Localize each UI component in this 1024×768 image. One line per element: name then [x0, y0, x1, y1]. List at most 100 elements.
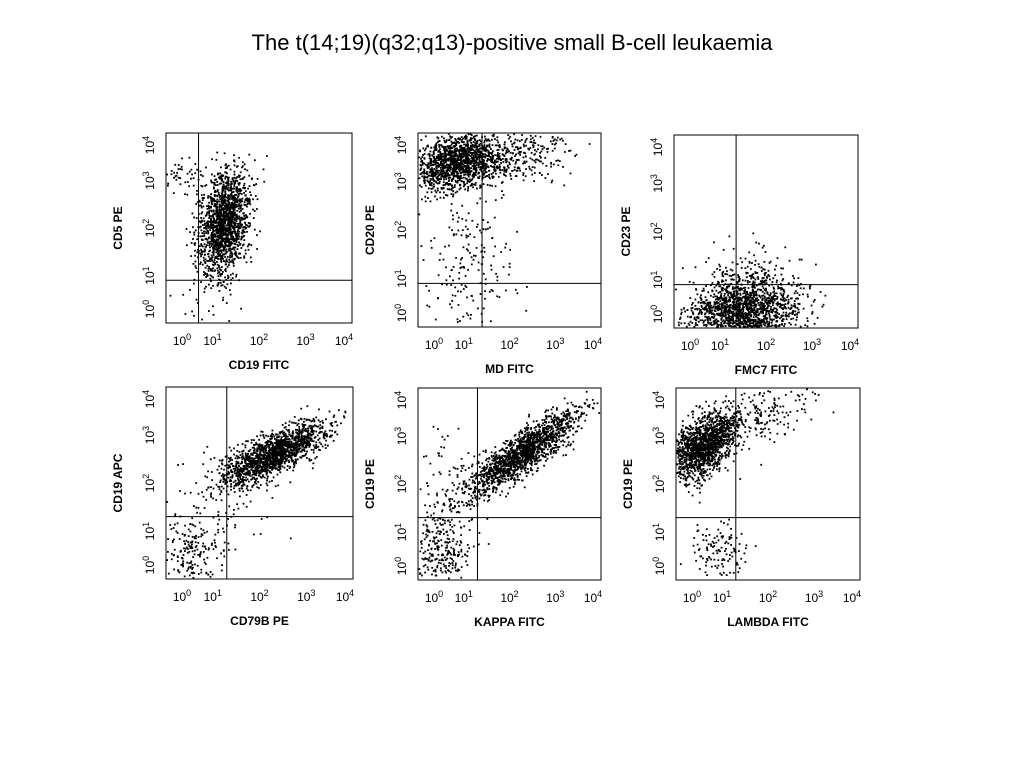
data-point	[456, 170, 458, 173]
data-point	[470, 155, 472, 157]
data-point	[532, 146, 535, 149]
data-point	[738, 315, 740, 318]
data-point	[466, 141, 469, 143]
data-point	[234, 194, 236, 196]
data-point	[467, 159, 470, 162]
data-point	[227, 214, 230, 217]
data-point	[456, 190, 459, 193]
data-point	[222, 246, 225, 248]
data-point	[459, 187, 462, 190]
data-point	[759, 296, 762, 299]
data-point	[710, 304, 712, 307]
data-point	[234, 222, 237, 225]
data-point	[776, 298, 778, 300]
data-point	[463, 267, 466, 269]
data-point	[442, 155, 444, 158]
data-point	[729, 318, 732, 320]
data-point	[758, 312, 761, 315]
data-point	[495, 172, 497, 175]
x-axis-label: MD FITC	[485, 362, 534, 376]
data-point	[224, 232, 227, 235]
data-point	[227, 236, 229, 239]
data-point	[235, 213, 238, 216]
data-point	[204, 258, 207, 261]
data-point	[224, 256, 226, 258]
data-point	[216, 222, 219, 224]
data-point	[779, 287, 781, 289]
data-point	[426, 304, 429, 307]
data-point	[749, 275, 751, 277]
data-point	[726, 273, 728, 276]
data-point	[194, 172, 197, 175]
data-point	[225, 270, 227, 273]
data-point	[796, 285, 798, 287]
data-point	[730, 282, 733, 285]
data-point	[764, 324, 766, 327]
data-point	[715, 289, 718, 292]
data-point	[235, 241, 238, 243]
data-point	[700, 299, 703, 302]
data-point	[240, 204, 243, 207]
data-point	[819, 291, 822, 293]
data-point	[428, 171, 431, 174]
data-point	[753, 302, 755, 305]
data-point	[206, 208, 209, 210]
data-point	[463, 180, 465, 183]
data-point	[758, 242, 760, 245]
data-point	[525, 160, 528, 163]
data-point	[523, 162, 525, 164]
data-point	[212, 305, 214, 308]
data-point	[761, 304, 764, 307]
data-point	[423, 168, 426, 171]
data-point	[483, 159, 485, 162]
data-point	[450, 147, 453, 149]
data-point	[706, 304, 709, 307]
data-point	[221, 215, 224, 218]
data-point	[724, 302, 726, 305]
data-point	[200, 174, 202, 176]
data-point	[774, 298, 776, 300]
data-point	[497, 166, 500, 168]
data-point	[222, 208, 225, 210]
data-point	[220, 269, 223, 272]
y-tick-label: 100	[649, 305, 665, 323]
data-point	[510, 178, 513, 180]
data-point	[786, 296, 789, 299]
data-point	[752, 325, 755, 327]
data-point	[203, 230, 205, 233]
data-point	[822, 303, 825, 306]
data-point	[680, 308, 683, 311]
data-point	[244, 221, 246, 224]
data-point	[732, 247, 735, 250]
data-point	[472, 141, 475, 143]
data-point	[733, 303, 735, 306]
data-point	[706, 303, 708, 306]
data-point	[763, 292, 766, 295]
data-point	[438, 144, 440, 146]
data-point	[746, 312, 749, 315]
data-point	[517, 159, 519, 161]
data-point	[738, 275, 740, 278]
data-point	[431, 167, 433, 169]
data-point	[726, 322, 728, 325]
data-point	[467, 171, 469, 174]
data-point	[208, 201, 210, 204]
data-point	[243, 201, 246, 203]
data-point	[718, 307, 721, 310]
data-point	[200, 243, 203, 245]
data-point	[208, 244, 211, 247]
data-point	[223, 253, 226, 256]
data-point	[770, 321, 773, 324]
data-point	[440, 186, 443, 189]
data-point	[229, 247, 232, 250]
data-point	[483, 246, 485, 249]
data-point	[476, 187, 478, 190]
data-point	[233, 230, 235, 233]
data-point	[712, 296, 715, 298]
data-point	[772, 310, 774, 312]
data-point	[509, 174, 512, 177]
data-point	[555, 142, 557, 145]
data-point	[237, 233, 240, 235]
data-point	[227, 223, 230, 225]
